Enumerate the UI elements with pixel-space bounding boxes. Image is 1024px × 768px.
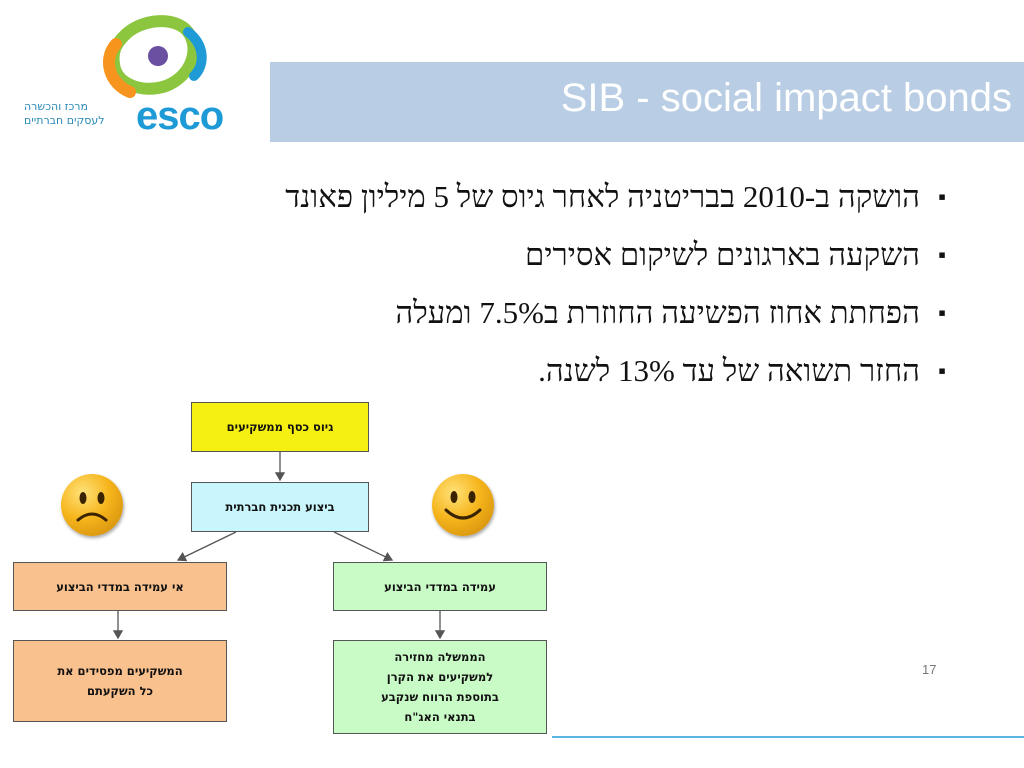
bullet-list: ▪ הושקה ב-2010 בבריטניה לאחר גיוס של 5 מ… [86, 168, 946, 400]
title-bar: SIB - social impact bonds [270, 62, 1024, 142]
box-government-returns: הממשלה מחזירה למשקיעים את הקרן בתוספת הר… [333, 640, 547, 734]
bullet-text: הפחתת אחוז הפשיעה החוזרת ב7.5% ומעלה [395, 295, 920, 330]
flow-diagram: גיוס כסף ממשקיעים ביצוע תכנית חברתית אי … [0, 390, 560, 750]
logo-subtitle-line1: מרכז והכשרה [24, 100, 88, 113]
bullet-mark-icon: ▪ [938, 300, 946, 325]
government-returns-text: הממשלה מחזירה למשקיעים את הקרן בתוספת הר… [381, 650, 499, 724]
bullet-text: השקעה בארגונים לשיקום אסירים [525, 237, 920, 272]
box-fail-metrics: אי עמידה במדדי הביצוע [13, 562, 227, 611]
bullet-text: החזר תשואה של עד 13% לשנה. [538, 353, 920, 388]
happy-face-icon [432, 474, 494, 536]
logo-mark-icon [102, 15, 207, 98]
bullet-item: ▪ השקעה בארגונים לשיקום אסירים [86, 226, 946, 284]
bullet-text: הושקה ב-2010 בבריטניה לאחר גיוס של 5 מיל… [285, 179, 920, 214]
logo-subtitle-line2: לעסקים חברתיים [24, 114, 105, 127]
bullet-mark-icon: ▪ [938, 358, 946, 383]
arrow-exec-to-meet [333, 531, 394, 562]
logo-subtitle: מרכז והכשרה לעסקים חברתיים [24, 100, 128, 128]
box-fundraise: גיוס כסף ממשקיעים [191, 402, 369, 452]
box-execution: ביצוע תכנית חברתית [191, 482, 369, 532]
investors-lose-text: המשקיעים מפסידים את כל השקעתם [57, 664, 183, 698]
bullet-mark-icon: ▪ [938, 184, 946, 209]
box-meet-metrics: עמידה במדדי הביצוע [333, 562, 547, 611]
flow-arrows [112, 452, 446, 640]
page-number: 17 [922, 662, 937, 677]
bullet-mark-icon: ▪ [938, 242, 946, 267]
slide-title: SIB - social impact bonds [560, 76, 1012, 120]
logo: esco מרכז והכשרה לעסקים חברתיים [24, 14, 244, 138]
bullet-item: ▪ הפחתת אחוז הפשיעה החוזרת ב7.5% ומעלה [86, 284, 946, 342]
arrow-exec-to-fail [176, 531, 237, 562]
bullet-item: ▪ הושקה ב-2010 בבריטניה לאחר גיוס של 5 מ… [86, 168, 946, 226]
logo-word: esco [136, 94, 224, 138]
box-investors-lose: המשקיעים מפסידים את כל השקעתם [13, 640, 227, 722]
bullet-item: ▪ החזר תשואה של עד 13% לשנה. [86, 342, 946, 400]
bottom-divider [552, 736, 1024, 738]
sad-face-icon [61, 474, 123, 536]
